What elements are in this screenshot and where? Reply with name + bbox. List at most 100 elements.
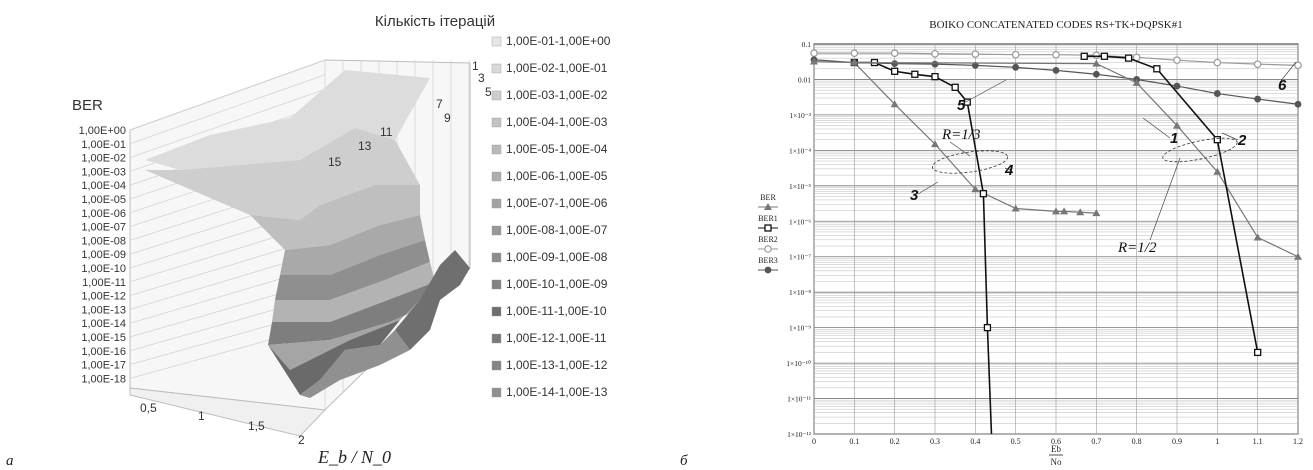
data-point [1076, 208, 1085, 216]
surface-band [395, 250, 470, 350]
z-tick-label: 1,00E-05 [81, 194, 126, 206]
data-point [1052, 207, 1060, 215]
y-tick-label: 1×10⁻⁵ [789, 182, 811, 191]
wall-gridline [129, 89, 326, 158]
series-line [854, 61, 993, 435]
legend-label: BER2 [758, 235, 778, 244]
series-ber2 [810, 49, 1302, 70]
legend-label: BER3 [758, 256, 778, 265]
data-point [810, 57, 818, 65]
depth-tick-label: 11 [380, 125, 393, 139]
x-tick-label: 0.3 [930, 437, 940, 446]
line-chart-title: BOIKO CONCATENATED CODES RS+TK+DQPSK#1 [929, 19, 1183, 31]
x-tick-label: 1 [1215, 437, 1219, 446]
floor-plane [129, 387, 327, 437]
series-extra-5 [1080, 52, 1262, 357]
data-point [1092, 51, 1101, 60]
data-point [1060, 207, 1069, 215]
legend-swatch [491, 198, 502, 209]
data-point [1294, 100, 1302, 108]
depth-tick-label: 9 [444, 111, 451, 125]
legend-swatch [491, 144, 502, 155]
legend-label: 1,00E-08-1,00E-07 [506, 223, 608, 237]
wall-gridline [129, 74, 326, 145]
legend-label: 1,00E-03-1,00E-02 [506, 88, 608, 102]
z-tick-label: 1,00E-04 [81, 180, 126, 192]
x-axis-label-numerator: Eb [1051, 444, 1061, 454]
data-point [1213, 136, 1221, 144]
surface-band [280, 215, 425, 275]
z-tick-label: 1,00E-15 [81, 332, 126, 344]
rate-label: R=1/3 [941, 127, 980, 143]
legend-swatch [491, 387, 502, 398]
legend-label: 1,00E-04-1,00E-03 [506, 115, 608, 129]
curve-number-6: 6 [1278, 77, 1287, 94]
y-tick-label: 0.01 [798, 75, 811, 84]
legend-label: 1,00E-06-1,00E-05 [506, 169, 608, 183]
y-tick-label: 1×10⁻⁷ [789, 253, 811, 262]
surface-band [145, 70, 430, 170]
legend-swatch [491, 225, 502, 236]
data-point [1124, 54, 1133, 62]
data-point [1294, 61, 1302, 70]
legend-swatch [491, 63, 502, 74]
x-tick-label: 0.2 [890, 437, 900, 446]
data-point [1294, 252, 1302, 260]
legend-swatch [491, 252, 502, 263]
surface-band [268, 282, 440, 345]
z-tick-label: 1,00E-13 [81, 304, 126, 316]
depth-tick-label: 15 [328, 155, 342, 169]
z-tick-label: 1,00E-10 [81, 263, 126, 275]
data-point [1253, 60, 1262, 68]
legend-label: 1,00E-02-1,00E-01 [506, 61, 608, 75]
z-tick-label: 1,00E-08 [81, 235, 126, 247]
legend-swatch [491, 171, 502, 182]
surface-chart-title: Кількість ітерацій [375, 13, 495, 30]
depth-tick-label: 3 [478, 71, 485, 85]
z-tick-label: 1,00E-06 [81, 208, 126, 220]
depth-tick-label: 1 [472, 59, 479, 73]
y-tick-label: 1×10⁻¹⁰ [786, 359, 811, 368]
annotation-leader [961, 79, 1007, 105]
data-point [1213, 58, 1222, 67]
annotation-leader [1221, 132, 1239, 141]
curve-number-3: 3 [910, 187, 919, 204]
data-point [764, 266, 772, 274]
annotation-leader [917, 181, 939, 195]
series-line [813, 60, 1299, 258]
data-point [1092, 59, 1101, 67]
surface-z-axis-label: BER [72, 97, 103, 114]
data-point [1254, 95, 1262, 103]
surface-bands [145, 70, 470, 398]
legend-label: 1,00E-11-1,00E-10 [506, 304, 607, 318]
legend-label: BER1 [758, 214, 778, 223]
data-point [931, 140, 939, 148]
surface-band [268, 320, 400, 395]
legend-label: 1,00E-05-1,00E-04 [506, 142, 608, 156]
data-point [810, 49, 818, 58]
curve-number-2: 2 [1237, 132, 1247, 149]
data-point [1132, 78, 1141, 86]
legend-swatch [491, 360, 502, 371]
z-tick-label: 1,00E-07 [81, 222, 126, 234]
legend-swatch [491, 333, 502, 344]
panel-label-a: a [6, 453, 14, 469]
legend-swatch [491, 279, 502, 290]
data-point [891, 67, 899, 75]
data-point [971, 185, 980, 193]
legend-swatch [491, 36, 502, 47]
z-tick-label: 1,00E-01 [81, 139, 126, 151]
legend-label: 1,00E-13-1,00E-12 [506, 358, 608, 372]
data-point [931, 49, 939, 58]
data-point [931, 72, 939, 81]
curve-number-5: 5 [957, 97, 966, 114]
x-tick-label: 0.4 [970, 437, 980, 446]
data-point [931, 60, 939, 68]
data-point [979, 190, 988, 198]
annotation-leader [1149, 157, 1181, 241]
legend-label: 1,00E-10-1,00E-09 [506, 277, 608, 291]
data-point [951, 83, 959, 91]
y-tick-label: 1×10⁻⁸ [789, 288, 811, 297]
x-tick-label: 1 [198, 409, 205, 423]
z-tick-label: 1,00E-03 [81, 166, 126, 178]
